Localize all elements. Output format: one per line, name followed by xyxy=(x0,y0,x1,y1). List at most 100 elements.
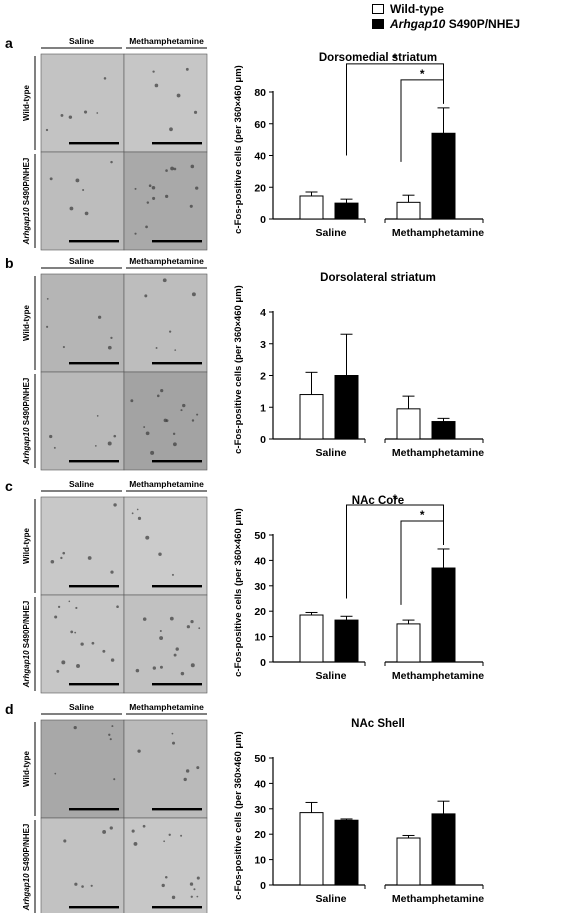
stained-cell-dot xyxy=(190,663,195,668)
stained-cell-dot xyxy=(171,573,174,576)
stained-cell-dot xyxy=(136,508,139,511)
column-label-saline: Saline xyxy=(69,702,94,712)
stained-cell-dot xyxy=(63,839,67,843)
column-label-saline: Saline xyxy=(69,256,94,266)
y-tick-label: 40 xyxy=(254,555,266,567)
scale-bar xyxy=(69,142,119,145)
stained-cell-dot xyxy=(60,113,64,117)
stained-cell-dot xyxy=(159,630,162,633)
y-tick-label: 2 xyxy=(260,371,266,383)
bar xyxy=(431,421,456,440)
stained-cell-dot xyxy=(143,426,146,428)
stained-cell-dot xyxy=(102,830,107,834)
micrograph-tile xyxy=(123,53,208,153)
stained-cell-dot xyxy=(172,442,177,447)
stained-cell-dot xyxy=(191,292,196,297)
stained-cell-dot xyxy=(145,535,150,540)
stained-cell-dot xyxy=(111,725,114,728)
stained-cell-dot xyxy=(56,669,60,673)
stained-cell-dot xyxy=(113,778,116,781)
stained-cell-dot xyxy=(60,556,63,560)
stained-cell-dot xyxy=(145,431,150,436)
significance-bracket xyxy=(346,504,444,599)
column-label-methamphetamine: Methamphetamine xyxy=(129,36,204,46)
x-category-label: Saline xyxy=(316,227,347,239)
stained-cell-dot xyxy=(62,551,66,555)
stained-cell-dot xyxy=(158,552,162,556)
micrograph-tile xyxy=(123,496,208,596)
y-tick-label: 30 xyxy=(254,581,266,593)
y-tick-label: 0 xyxy=(260,657,266,669)
stained-cell-dot xyxy=(54,615,58,619)
stained-cell-dot xyxy=(165,419,169,423)
stained-cell-dot xyxy=(137,749,141,753)
scale-bar xyxy=(152,808,202,811)
stained-cell-dot xyxy=(70,630,74,634)
bar xyxy=(334,619,359,663)
row-label-rest: S490P/NHEJ xyxy=(22,158,31,208)
x-category-label: Methamphetamine xyxy=(392,670,484,682)
stained-cell-dot xyxy=(169,330,172,333)
stained-cell-dot xyxy=(196,895,199,898)
bar xyxy=(299,812,324,886)
stained-cell-dot xyxy=(165,194,169,199)
stained-cell-dot xyxy=(61,660,66,665)
stained-cell-dot xyxy=(186,625,190,629)
stained-cell-dot xyxy=(107,441,112,446)
y-tick-label: 10 xyxy=(254,855,266,867)
micrograph-tile xyxy=(40,817,125,913)
y-tick-label: 1 xyxy=(260,402,266,414)
scale-bar xyxy=(69,585,119,588)
row-label-mutant: Arhgap10 S490P/NHEJ xyxy=(22,824,31,912)
x-category-label: Methamphetamine xyxy=(392,893,484,905)
row-label-wild-type: Wild-type xyxy=(22,304,31,340)
y-tick-label: 20 xyxy=(254,182,266,194)
stained-cell-dot xyxy=(152,196,156,200)
stained-cell-dot xyxy=(134,232,137,235)
y-tick-label: 80 xyxy=(254,87,266,99)
y-tick-label: 40 xyxy=(254,151,266,163)
stained-cell-dot xyxy=(173,167,177,171)
stained-cell-dot xyxy=(109,738,112,741)
stained-cell-dot xyxy=(137,516,142,520)
stained-cell-dot xyxy=(84,211,89,216)
micrograph-tile xyxy=(123,817,208,913)
scale-bar xyxy=(152,240,202,243)
row-label-italic: Arhgap10 xyxy=(22,207,31,245)
legend-item-mutant: Arhgap10 S490P/NHEJ xyxy=(372,17,520,31)
stained-cell-dot xyxy=(154,83,159,88)
x-category-label: Saline xyxy=(316,670,347,682)
scale-bar xyxy=(152,683,202,686)
stained-cell-dot xyxy=(57,605,61,609)
bar xyxy=(334,375,359,440)
row-label-italic: Arhgap10 xyxy=(22,873,31,911)
y-tick-label: 0 xyxy=(260,880,266,892)
y-axis-label: c-Fos-positive cells (per 360×460 μm) xyxy=(233,508,244,677)
stained-cell-dot xyxy=(168,833,171,836)
stained-cell-dot xyxy=(142,617,147,621)
stained-cell-dot xyxy=(75,178,80,183)
bar xyxy=(396,408,421,440)
stained-cell-dot xyxy=(69,206,74,211)
y-tick-label: 0 xyxy=(260,434,266,446)
stained-cell-dot xyxy=(173,653,177,657)
stained-cell-dot xyxy=(169,616,174,621)
y-axis-label: c-Fos-positive cells (per 360×460 μm) xyxy=(233,285,244,454)
stained-cell-dot xyxy=(49,434,53,439)
row-label-mutant: Arhgap10 S490P/NHEJ xyxy=(22,601,31,689)
stained-cell-dot xyxy=(131,512,134,515)
column-label-methamphetamine: Methamphetamine xyxy=(129,256,204,266)
scale-bar xyxy=(69,362,119,365)
y-tick-label: 60 xyxy=(254,119,266,131)
stained-cell-dot xyxy=(68,115,73,119)
stained-cell-dot xyxy=(73,726,77,730)
stained-cell-dot xyxy=(144,294,148,298)
column-label-methamphetamine: Methamphetamine xyxy=(129,702,204,712)
y-tick-label: 50 xyxy=(254,753,266,765)
panel-letter: d xyxy=(5,701,14,717)
stained-cell-dot xyxy=(190,619,194,624)
stained-cell-dot xyxy=(46,297,49,300)
y-tick-label: 0 xyxy=(260,214,266,226)
stained-cell-dot xyxy=(90,884,93,887)
stained-cell-dot xyxy=(196,876,200,880)
